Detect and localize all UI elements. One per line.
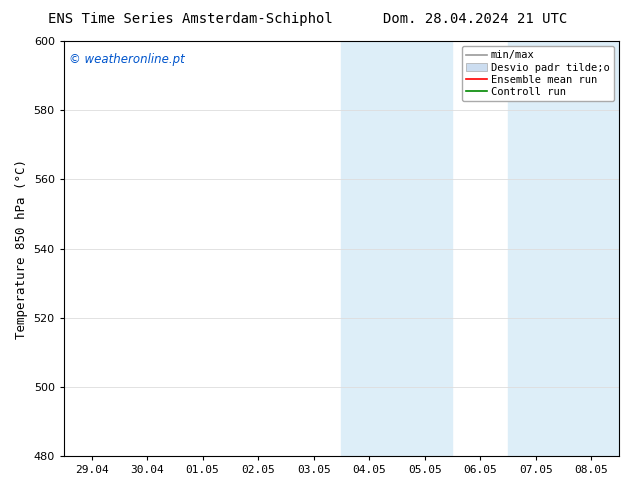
Text: ENS Time Series Amsterdam-Schiphol: ENS Time Series Amsterdam-Schiphol: [48, 12, 333, 26]
Bar: [342, 41, 453, 456]
Text: © weatheronline.pt: © weatheronline.pt: [69, 53, 185, 67]
Y-axis label: Temperature 850 hPa (°C): Temperature 850 hPa (°C): [15, 158, 28, 339]
Bar: [508, 41, 619, 456]
Legend: min/max, Desvio padr tilde;o, Ensemble mean run, Controll run: min/max, Desvio padr tilde;o, Ensemble m…: [462, 46, 614, 101]
Text: Dom. 28.04.2024 21 UTC: Dom. 28.04.2024 21 UTC: [384, 12, 567, 26]
